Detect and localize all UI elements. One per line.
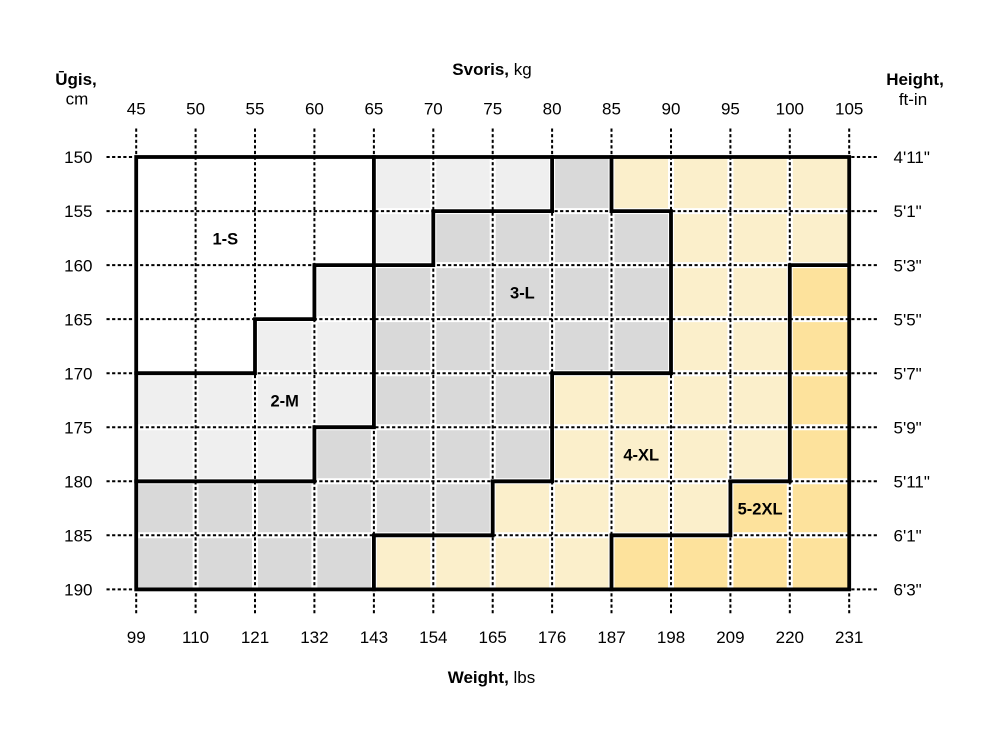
svg-text:110: 110	[182, 628, 209, 647]
svg-text:ft-in: ft-in	[899, 90, 927, 109]
svg-text:185: 185	[64, 527, 92, 546]
svg-text:cm: cm	[66, 90, 89, 109]
svg-text:55: 55	[246, 100, 265, 119]
svg-text:165: 165	[64, 310, 92, 329]
svg-text:3-L: 3-L	[510, 284, 535, 302]
svg-text:99: 99	[127, 628, 146, 647]
svg-text:154: 154	[419, 628, 447, 647]
svg-text:105: 105	[835, 100, 863, 119]
svg-text:176: 176	[538, 628, 566, 647]
svg-text:4-XL: 4-XL	[623, 447, 659, 465]
svg-text:5'5": 5'5"	[894, 310, 922, 329]
svg-text:95: 95	[721, 100, 740, 119]
svg-text:231: 231	[835, 628, 863, 647]
svg-text:190: 190	[64, 581, 92, 600]
svg-text:Svoris, kg: Svoris, kg	[452, 60, 531, 79]
svg-text:6'1": 6'1"	[894, 527, 922, 546]
svg-text:121: 121	[241, 628, 269, 647]
svg-text:220: 220	[776, 628, 804, 647]
svg-text:160: 160	[64, 256, 92, 275]
svg-text:180: 180	[64, 473, 92, 492]
svg-text:80: 80	[543, 100, 562, 119]
svg-text:4'11": 4'11"	[894, 148, 930, 167]
svg-text:6'3": 6'3"	[894, 581, 922, 600]
svg-text:100: 100	[776, 100, 804, 119]
svg-text:45: 45	[127, 100, 146, 119]
svg-text:70: 70	[424, 100, 443, 119]
svg-text:65: 65	[364, 100, 383, 119]
svg-text:5'7": 5'7"	[894, 364, 922, 383]
svg-text:187: 187	[597, 628, 625, 647]
svg-text:170: 170	[64, 364, 92, 383]
svg-text:155: 155	[64, 202, 92, 221]
svg-text:175: 175	[64, 418, 92, 437]
svg-text:5'11": 5'11"	[894, 473, 930, 492]
svg-text:85: 85	[602, 100, 621, 119]
svg-text:165: 165	[479, 628, 507, 647]
svg-text:5-2XL: 5-2XL	[738, 501, 783, 519]
svg-text:5'1": 5'1"	[894, 202, 922, 221]
svg-text:2-M: 2-M	[270, 392, 298, 410]
svg-text:209: 209	[716, 628, 744, 647]
svg-text:60: 60	[305, 100, 324, 119]
svg-text:Height,: Height,	[886, 70, 944, 89]
svg-text:75: 75	[483, 100, 502, 119]
svg-text:5'3": 5'3"	[894, 256, 922, 275]
svg-text:198: 198	[657, 628, 685, 647]
svg-text:5'9": 5'9"	[894, 418, 922, 437]
svg-text:143: 143	[360, 628, 388, 647]
svg-text:150: 150	[64, 148, 92, 167]
svg-text:Weight, lbs: Weight, lbs	[448, 668, 536, 687]
svg-text:1-S: 1-S	[212, 230, 238, 248]
svg-text:50: 50	[186, 100, 205, 119]
svg-text:Ūgis,: Ūgis,	[55, 70, 97, 89]
svg-text:132: 132	[300, 628, 328, 647]
svg-text:90: 90	[662, 100, 681, 119]
